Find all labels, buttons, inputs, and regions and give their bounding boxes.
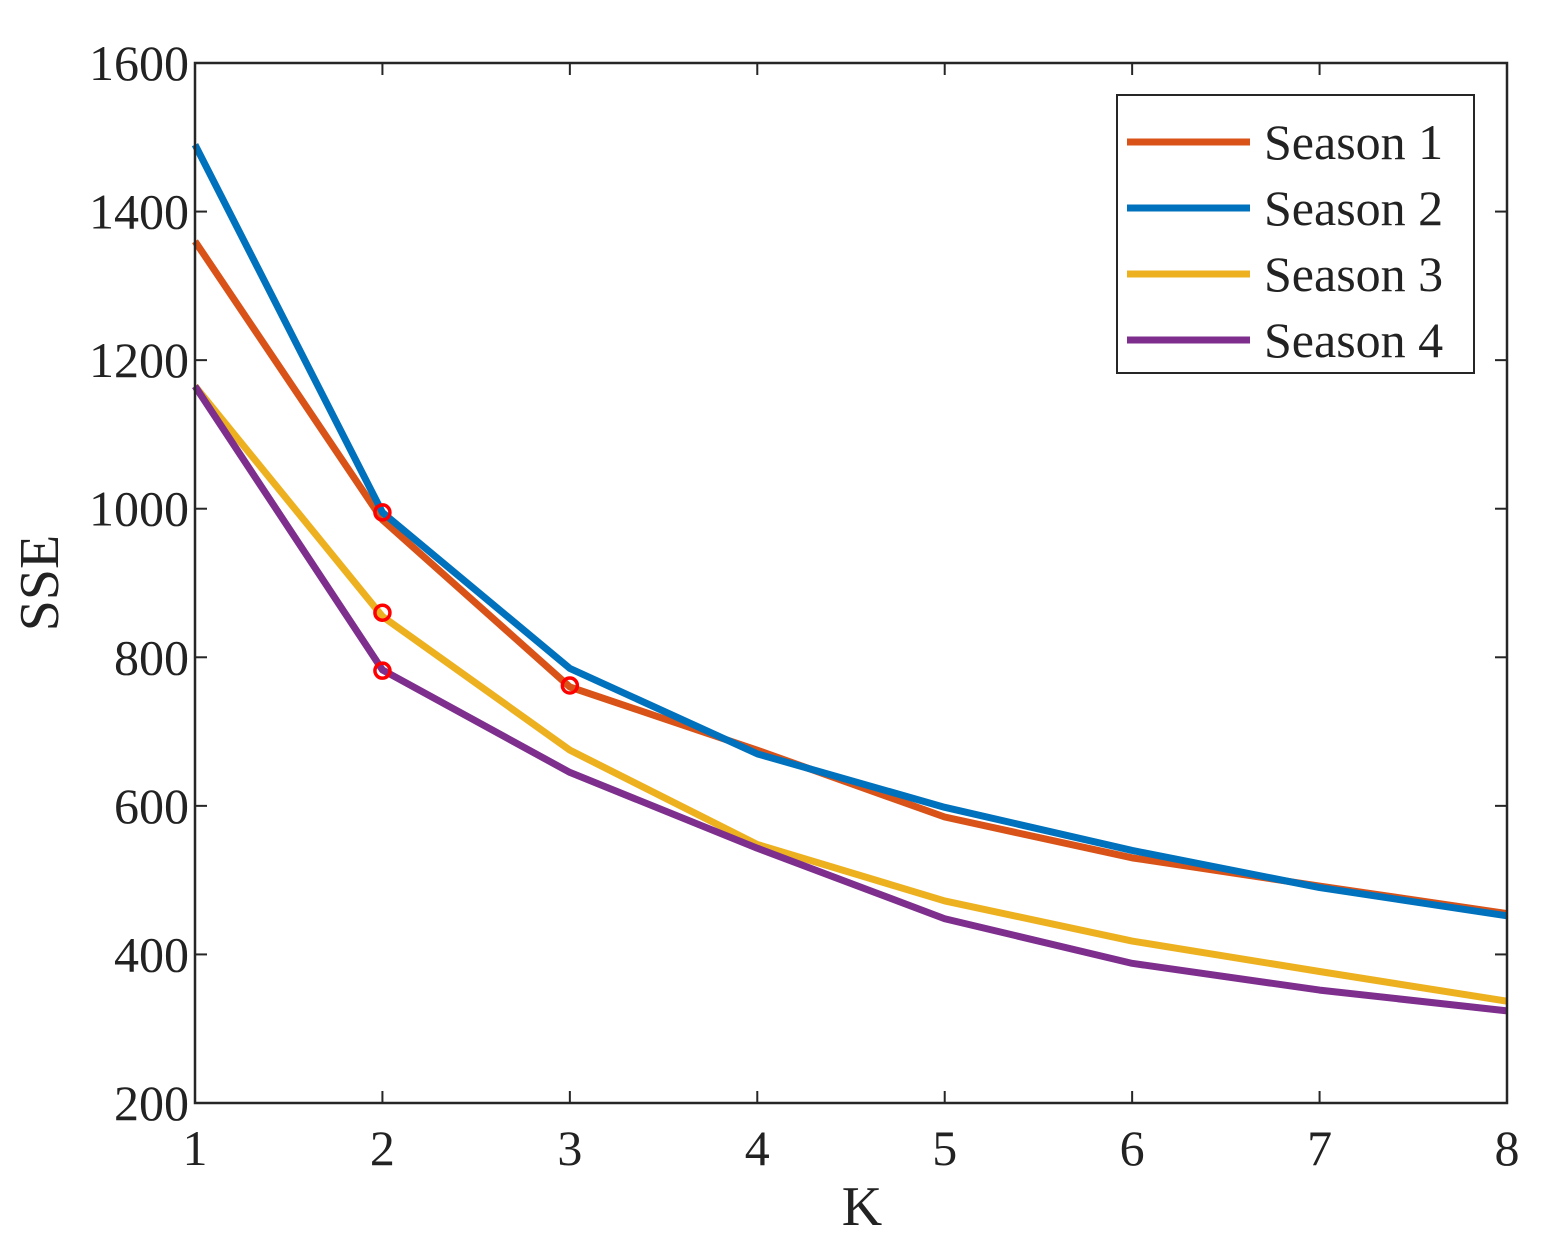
y-tick-label: 1400 (89, 184, 189, 240)
elbow-marker-4 (373, 661, 392, 680)
x-tick-label: 8 (1495, 1120, 1520, 1176)
x-tick-label: 6 (1120, 1120, 1145, 1176)
elbow-marker-1 (560, 676, 580, 695)
legend: Season 1 Season 2 Season 3 Season 4 (1116, 94, 1475, 374)
x-tick-label: 4 (745, 1120, 770, 1176)
series-line-2 (191, 143, 1508, 920)
legend-label-1: Season 1 (1264, 114, 1443, 170)
x-tick-labels: 1 2 3 4 5 6 7 8 (183, 1120, 1520, 1176)
x-tick-label: 1 (183, 1120, 208, 1176)
y-tick-label: 200 (114, 1075, 189, 1131)
elbow-markers (373, 503, 580, 695)
y-tick-label: 1000 (89, 481, 189, 537)
x-tick-label: 7 (1307, 1120, 1332, 1176)
y-tick-label: 800 (114, 629, 189, 685)
legend-label-2: Season 2 (1264, 180, 1443, 236)
series-line-4 (192, 384, 1508, 1015)
x-tick-label: 5 (932, 1120, 957, 1176)
legend-label-3: Season 3 (1264, 246, 1443, 302)
y-axis-label: SSE (9, 535, 71, 632)
series-lines (191, 143, 1508, 1015)
x-tick-label: 2 (370, 1120, 395, 1176)
y-tick-labels: 200 400 600 800 1000 1200 1400 1600 (89, 35, 189, 1131)
x-axis-label: K (842, 1176, 882, 1238)
plot-frame (193, 61, 1509, 1105)
y-tick-label: 600 (114, 778, 189, 834)
elbow-marker-3 (373, 603, 392, 622)
series-line-3 (192, 383, 1508, 1005)
elbow-marker-2 (373, 503, 392, 522)
legend-items: Season 1 Season 2 Season 3 Season 4 (1127, 114, 1443, 368)
legend-label-4: Season 4 (1264, 312, 1443, 368)
y-tick-label: 1600 (89, 35, 189, 91)
x-tick-label: 3 (557, 1120, 582, 1176)
y-tick-label: 1200 (89, 332, 189, 388)
y-tick-label: 400 (114, 926, 189, 982)
